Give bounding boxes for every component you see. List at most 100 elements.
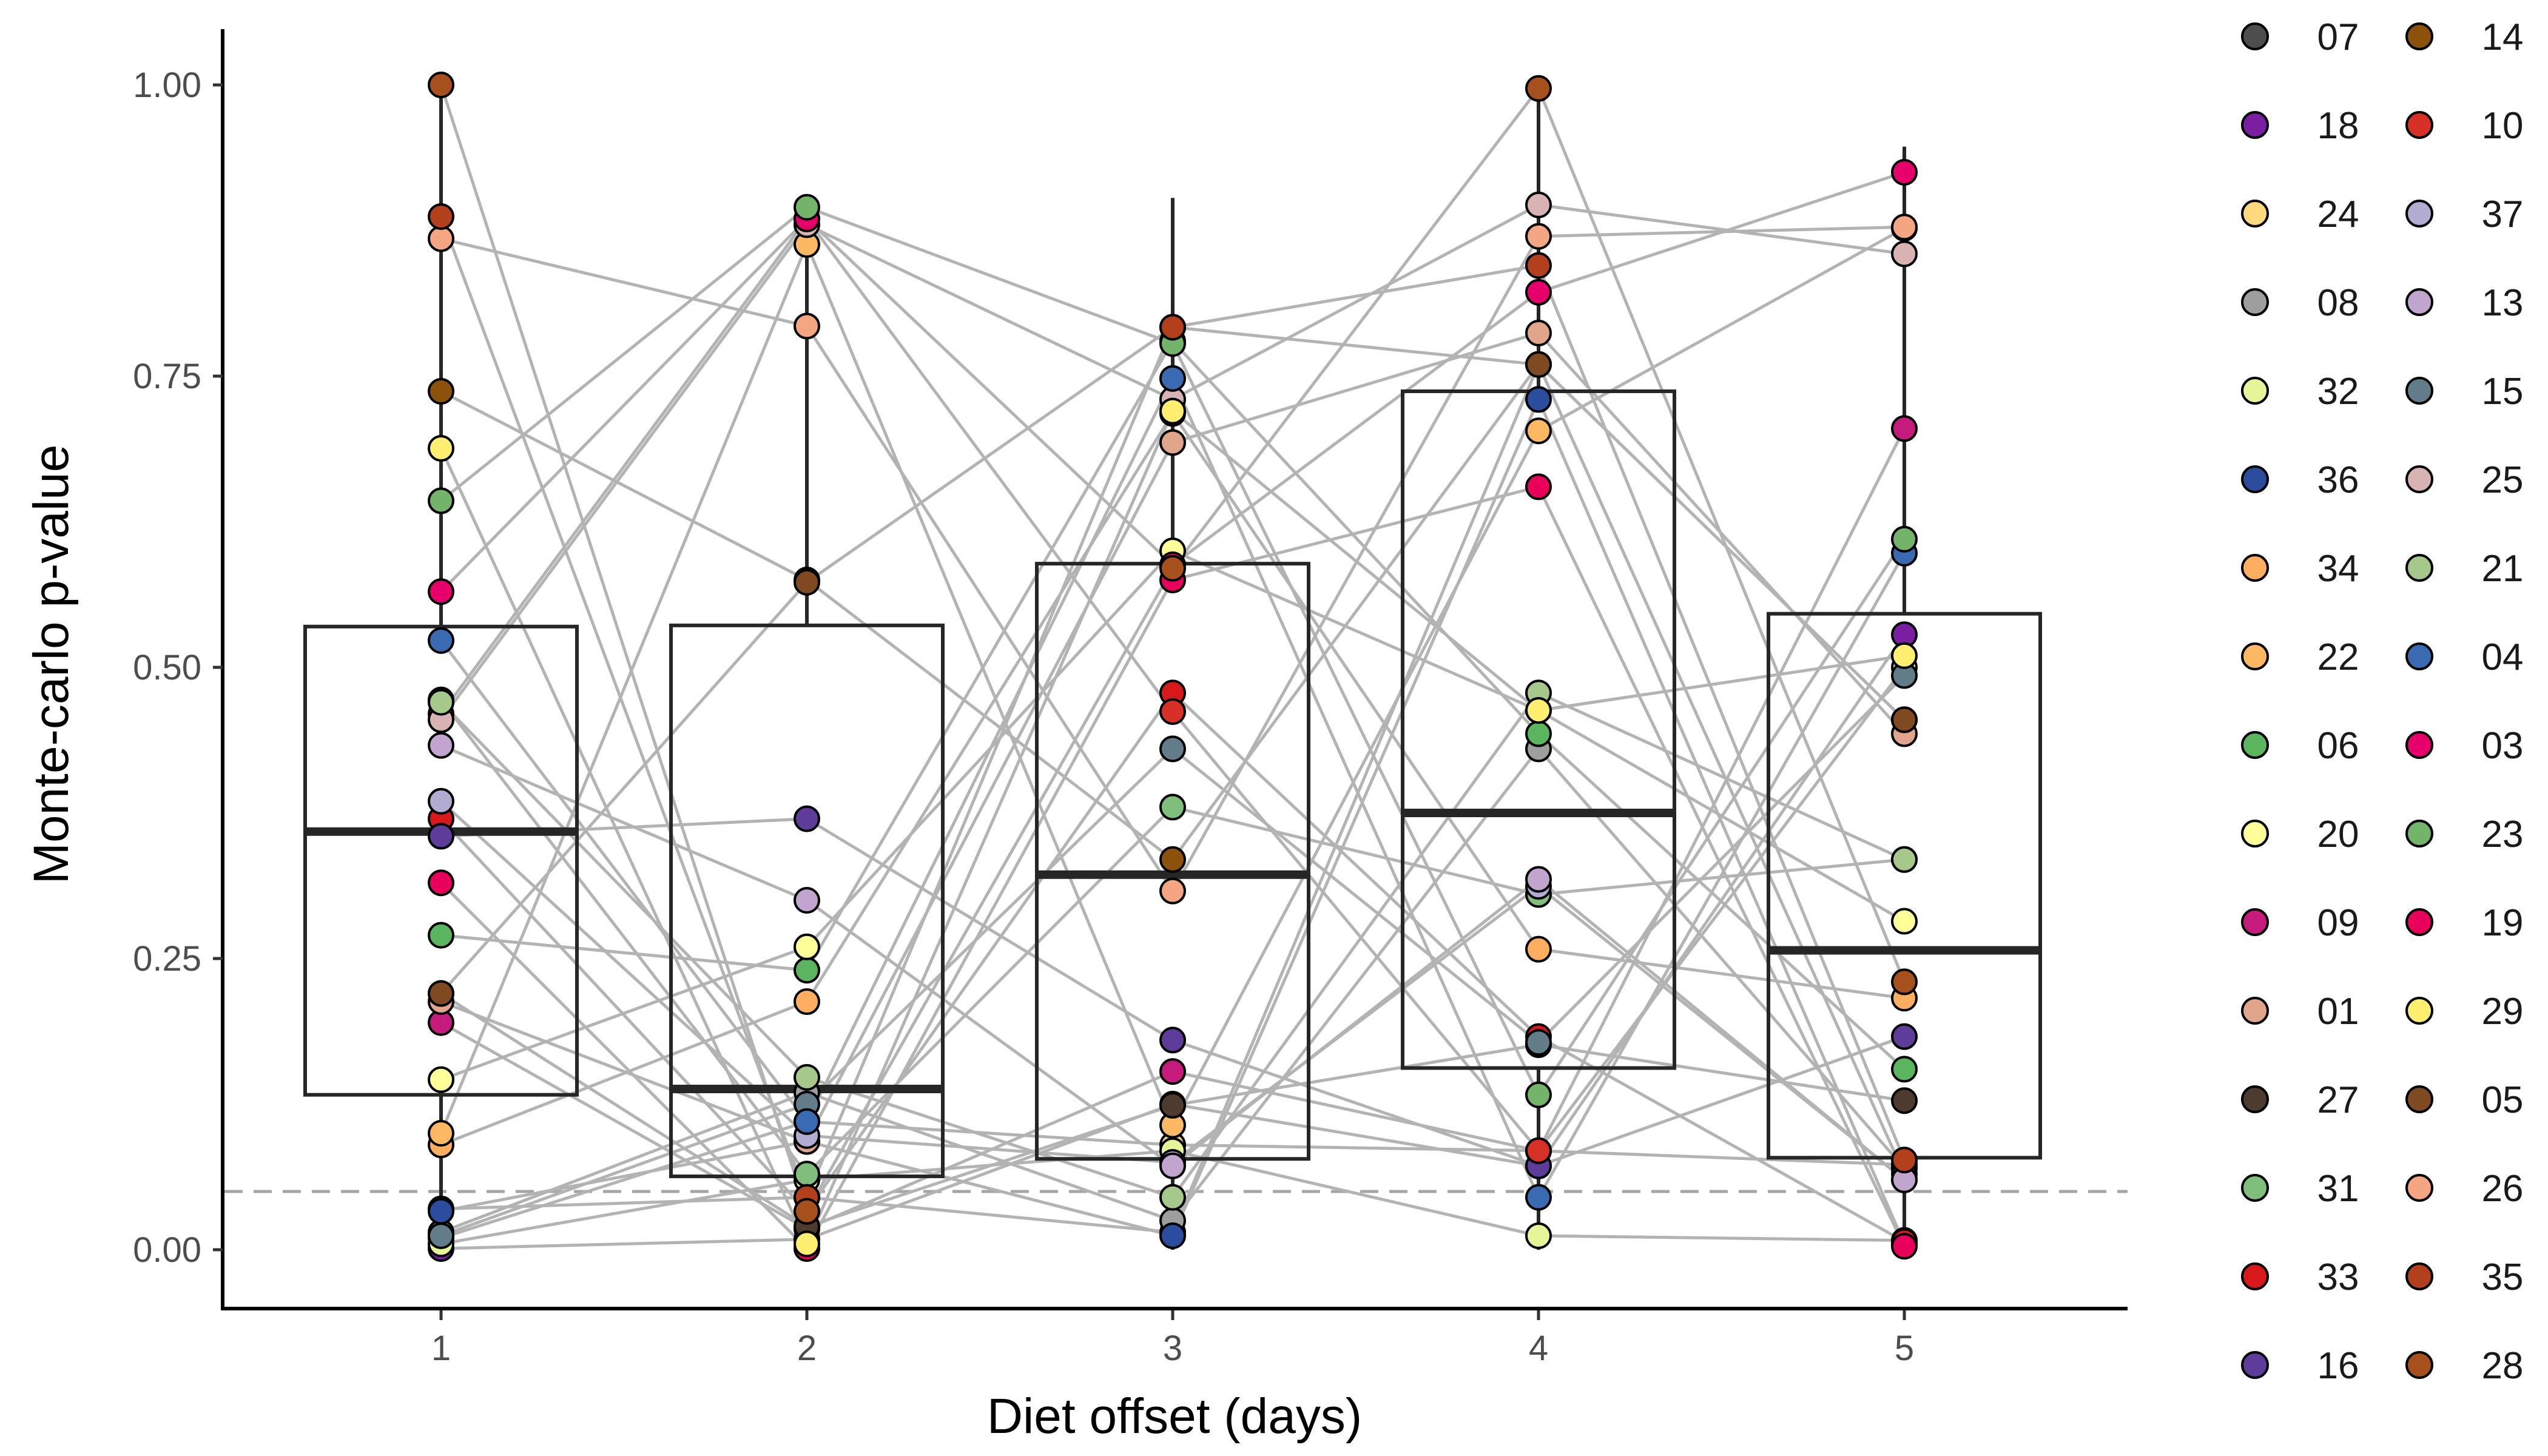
legend-label-29: 29 [2482,991,2524,1033]
data-point-04 [794,1108,820,1135]
data-point-35 [1159,314,1186,341]
data-point-06 [1525,720,1552,747]
legend-key-05 [2405,1085,2433,1113]
data-point-13 [1525,866,1552,893]
data-point-19 [1525,473,1552,500]
data-point-31 [794,1161,820,1188]
data-point-32 [1525,1222,1552,1249]
x-tick-label: 2 [797,1329,817,1368]
legend-key-01 [2241,997,2269,1025]
data-point-01 [1159,429,1186,456]
legend-key-37 [2405,200,2433,228]
data-point-05 [1891,706,1918,733]
x-tick-label: 1 [431,1329,451,1368]
y-axis-title: Monte-carlo p-value [24,445,79,885]
data-point-26 [1891,214,1918,241]
legend-label-23: 23 [2482,814,2524,855]
data-point-06 [794,957,820,984]
legend-label-13: 13 [2482,282,2524,324]
data-point-14 [1159,846,1186,873]
legend-label-05: 05 [2482,1079,2524,1121]
legend-key-31 [2241,1174,2269,1202]
y-tick-label: 0.00 [133,1230,201,1270]
data-point-06 [1891,1056,1918,1083]
y-tick-label: 0.25 [133,939,201,979]
data-point-35 [1891,1147,1918,1174]
legend-label-03: 03 [2482,725,2524,767]
data-point-21 [1891,846,1918,873]
y-tick-label: 0.50 [133,648,201,687]
data-point-25 [1891,240,1918,268]
legend-key-10 [2405,111,2433,139]
legend-label-20: 20 [2317,814,2359,855]
legend-key-06 [2241,731,2269,759]
data-point-04 [1159,365,1186,392]
legend: 07 18 24 08 32 36 34 22 06 20 09 01 27 31 33 16 14 10 37 13… [2241,16,2524,1387]
legend-label-16: 16 [2317,1345,2359,1387]
data-point-31 [1159,794,1186,821]
legend-key-21 [2405,554,2433,582]
axis-ticks: 0.00 0.25 0.50 0.75 1.00 1 2 3 4 5 [133,66,1914,1368]
data-point-28 [1525,75,1552,102]
x-axis-title: Diet offset (days) [987,1389,1362,1444]
data-point-26 [794,312,820,340]
data-point-36 [1525,386,1552,413]
data-point-35 [1525,252,1552,279]
data-point-29 [1159,397,1186,425]
data-point-20 [428,1066,454,1093]
data-point-29 [794,1230,820,1258]
legend-label-14: 14 [2482,16,2524,58]
data-point-26 [1159,877,1186,905]
data-point-20 [1891,908,1918,935]
legend-key-15 [2405,377,2433,405]
data-point-10 [1159,698,1186,725]
legend-label-35: 35 [2482,1256,2524,1298]
data-point-09 [1159,1058,1186,1085]
data-point-05 [428,980,454,1007]
data-point-36 [1159,1222,1186,1249]
data-point-21 [794,1063,820,1091]
data-point-29 [1525,697,1552,724]
data-point-34 [1525,935,1552,963]
legend-key-25 [2405,465,2433,493]
data-point-20 [794,933,820,960]
legend-key-34 [2241,554,2269,582]
data-point-01 [1525,319,1552,346]
legend-label-01: 01 [2317,991,2359,1033]
box-iqr [303,624,579,1097]
legend-key-26 [2405,1174,2433,1202]
legend-label-07: 07 [2317,16,2359,58]
legend-label-28: 28 [2482,1345,2524,1387]
axes [221,29,2128,1310]
legend-key-35 [2405,1262,2433,1290]
x-tick-label: 4 [1529,1329,1548,1368]
data-point-21 [428,689,454,716]
data-point-06 [428,922,454,949]
data-point-05 [794,568,820,596]
data-point-15 [428,1222,454,1249]
data-point-27 [1891,1087,1918,1114]
legend-key-14 [2405,22,2433,50]
legend-label-19: 19 [2482,902,2524,944]
data-point-34 [794,988,820,1016]
data-point-27 [1159,1091,1186,1119]
legend-label-26: 26 [2482,1168,2524,1210]
data-point-29 [428,435,454,462]
data-point-15 [1525,1029,1552,1056]
data-point-09 [1891,415,1918,442]
data-point-35 [428,203,454,230]
data-point-22 [1525,417,1552,445]
legend-label-24: 24 [2317,194,2359,235]
data-point-23 [1525,1081,1552,1108]
legend-label-15: 15 [2482,371,2524,413]
legend-key-19 [2405,908,2433,936]
data-point-36 [428,1198,454,1225]
data-point-15 [1159,735,1186,763]
data-points [428,72,1918,1262]
legend-label-04: 04 [2482,636,2524,678]
data-point-19 [1891,1233,1918,1260]
legend-label-08: 08 [2317,282,2359,324]
legend-label-18: 18 [2317,105,2359,147]
legend-key-27 [2241,1085,2269,1113]
